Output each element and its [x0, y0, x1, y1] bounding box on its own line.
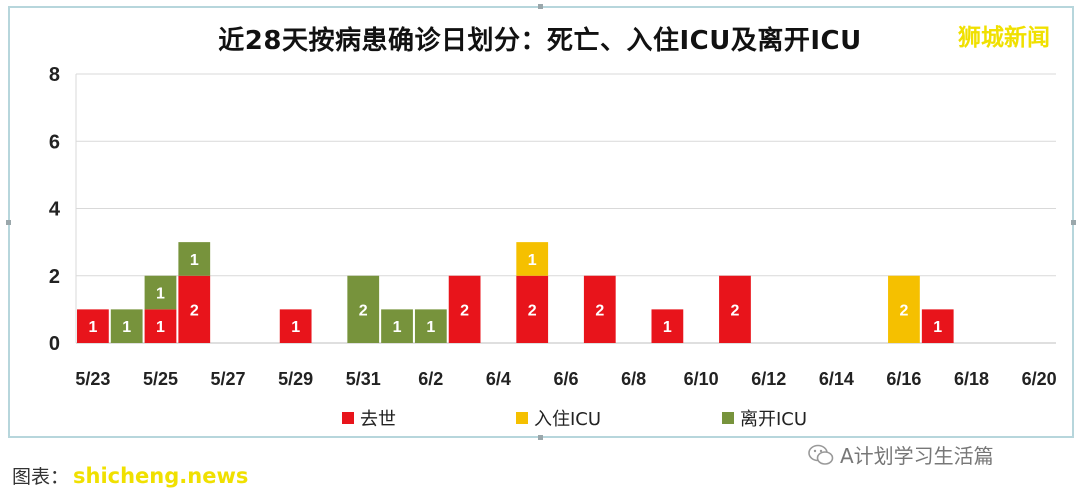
footer-watermark: shicheng.news [73, 464, 249, 488]
bar-deaths [178, 275, 211, 343]
bar-deaths [719, 275, 751, 343]
data-label-deaths: 2 [595, 302, 604, 319]
resize-handle-right[interactable] [1071, 220, 1076, 225]
data-label-icu-admitted: 2 [899, 302, 908, 319]
bar-icu-discharged [144, 275, 177, 310]
data-label-deaths: 1 [156, 319, 165, 336]
data-label-deaths: 2 [460, 302, 469, 319]
data-label-icu-discharged: 1 [190, 252, 199, 269]
bar-deaths [516, 275, 549, 343]
x-tick-label: 6/14 [819, 369, 854, 389]
legend-label-icu-discharged: 离开ICU [740, 409, 808, 430]
bar-icu-admitted [888, 275, 920, 343]
x-tick-label: 5/27 [211, 369, 246, 389]
footer-account-name: A计划学习生活篇 [840, 444, 994, 468]
bar-icu-discharged [347, 275, 380, 343]
legend-item-icu-discharged: 离开ICU [722, 405, 807, 431]
bar-icu-admitted [516, 242, 549, 276]
footer-source-label: 图表： [12, 466, 70, 488]
data-label-deaths: 2 [528, 302, 537, 319]
data-label-icu-discharged: 1 [122, 319, 131, 336]
data-label-deaths: 1 [933, 319, 942, 336]
y-tick-label: 4 [49, 199, 61, 221]
data-label-icu-discharged: 1 [426, 319, 435, 336]
resize-handle-top[interactable] [538, 4, 543, 9]
x-tick-label: 6/4 [486, 369, 511, 389]
bar-deaths [583, 275, 616, 343]
bar-icu-discharged [381, 309, 413, 343]
chart-frame [8, 6, 1074, 438]
data-label-icu-admitted: 1 [528, 252, 537, 269]
y-tick-label: 0 [49, 333, 60, 355]
data-label-deaths: 1 [88, 319, 97, 336]
x-tick-label: 6/10 [684, 369, 719, 389]
x-tick-label: 6/12 [751, 369, 786, 389]
data-label-icu-discharged: 1 [393, 319, 402, 336]
bar-deaths [448, 275, 481, 343]
bar-icu-discharged [414, 309, 447, 343]
x-tick-label: 5/29 [278, 369, 313, 389]
chart-title: 近28天按病患确诊日划分：死亡、入住ICU及离开ICU [218, 26, 862, 56]
legend: 去世 入住ICU 离开ICU [0, 405, 1080, 431]
bar-deaths [144, 309, 177, 343]
x-tick-label: 5/23 [75, 369, 110, 389]
y-tick-label: 2 [49, 266, 60, 288]
resize-handle-left[interactable] [6, 220, 11, 225]
legend-swatch-icu-discharged [722, 412, 734, 424]
y-tick-label: 6 [49, 131, 60, 153]
footer-source: 图表： shicheng.news [12, 462, 248, 489]
x-tick-label: 6/16 [886, 369, 921, 389]
bar-icu-discharged [178, 242, 211, 276]
wechat-icon [808, 444, 834, 465]
footer-account: A计划学习生活篇 [808, 440, 994, 469]
bar-deaths [279, 309, 312, 343]
x-tick-label: 6/6 [553, 369, 578, 389]
y-tick-label: 8 [49, 64, 60, 86]
data-label-deaths: 2 [190, 302, 199, 319]
legend-label-deaths: 去世 [360, 409, 396, 430]
legend-swatch-deaths [342, 412, 354, 424]
legend-item-deaths: 去世 [342, 405, 396, 431]
legend-swatch-icu-admitted [516, 412, 528, 424]
data-label-icu-discharged: 1 [156, 286, 165, 303]
data-label-icu-discharged: 2 [359, 302, 368, 319]
x-tick-label: 5/31 [346, 369, 381, 389]
legend-item-icu-admitted: 入住ICU [516, 405, 601, 431]
bar-deaths [651, 309, 684, 343]
x-tick-label: 6/8 [621, 369, 646, 389]
bar-deaths [921, 309, 954, 343]
legend-label-icu-admitted: 入住ICU [534, 409, 602, 430]
brand-watermark: 狮城新闻 [958, 25, 1050, 51]
x-tick-label: 6/18 [954, 369, 989, 389]
data-label-deaths: 1 [663, 319, 672, 336]
bar-deaths [77, 309, 109, 343]
bar-icu-discharged [110, 309, 143, 343]
x-tick-label: 5/25 [143, 369, 178, 389]
x-tick-label: 6/2 [418, 369, 443, 389]
resize-handle-bottom[interactable] [538, 435, 543, 440]
x-tick-label: 6/20 [1022, 369, 1057, 389]
chart-plot: 0 2 4 6 8 5/23 5/25 5/27 5/29 5/31 6/2 6/4 6/6 6/8 6/1… [49, 64, 1057, 389]
data-label-deaths: 2 [731, 302, 740, 319]
data-label-deaths: 1 [291, 319, 300, 336]
